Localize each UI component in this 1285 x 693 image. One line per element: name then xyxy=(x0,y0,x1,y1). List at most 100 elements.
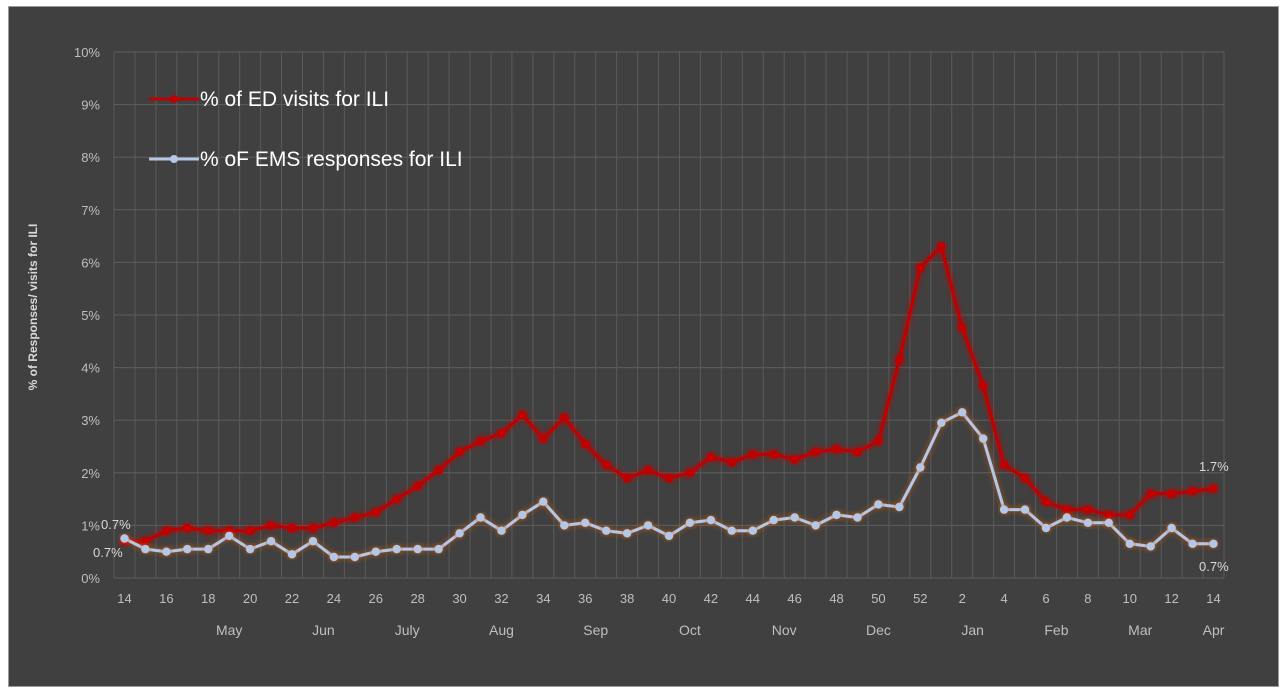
x-tick-label: 16 xyxy=(159,591,173,606)
legend-ed-marker xyxy=(170,95,178,103)
x-tick-label: 36 xyxy=(578,591,592,606)
data-point-ed xyxy=(371,508,380,517)
month-label: Apr xyxy=(1203,622,1225,638)
data-point-ems xyxy=(811,521,820,530)
data-point-ed xyxy=(916,263,925,272)
month-label: Dec xyxy=(866,622,891,638)
legend: % of ED visits for ILI % oF EMS response… xyxy=(149,88,463,171)
data-point-ems xyxy=(392,544,401,554)
data-point-ed xyxy=(518,410,527,420)
data-point-ems xyxy=(141,544,150,554)
data-point-ed xyxy=(999,460,1009,470)
series xyxy=(120,242,1218,562)
data-point-ems xyxy=(748,526,757,535)
month-label: Sep xyxy=(583,622,608,638)
data-point-ed xyxy=(581,439,590,449)
data-point-ed xyxy=(434,466,443,475)
ili-line-chart: 0%1%2%3%4%5%6%7%8%9%10%14 16 18 20 22 24 26 28 3… xyxy=(26,45,1229,638)
data-point-ed xyxy=(748,450,757,459)
data-label-ems-last: 0.7% xyxy=(1199,559,1229,574)
data-point-ems xyxy=(643,521,653,530)
data-point-ed xyxy=(727,458,736,467)
x-tick-label: 14 xyxy=(1206,591,1220,606)
series-line-ed xyxy=(124,245,1214,543)
data-point-ed xyxy=(308,523,318,533)
data-point-ed xyxy=(392,494,401,504)
data-point-ed xyxy=(183,523,192,533)
data-point-ed xyxy=(245,526,255,535)
data-point-ed xyxy=(329,518,339,527)
data-point-ed xyxy=(287,523,297,533)
x-tick-label: 10 xyxy=(1123,591,1137,606)
data-point-ems xyxy=(183,544,192,554)
data-point-ems xyxy=(225,531,234,541)
data-point-ems xyxy=(999,505,1009,514)
x-tick-label: 24 xyxy=(327,591,341,606)
data-point-ed xyxy=(1167,489,1176,498)
data-point-ed xyxy=(266,521,276,530)
data-point-ems xyxy=(434,544,443,554)
data-point-ems xyxy=(245,544,255,554)
data-point-ems xyxy=(769,515,778,525)
x-tick-label: 2 xyxy=(959,591,966,606)
data-point-ems xyxy=(204,544,213,554)
data-point-ed xyxy=(560,413,569,422)
x-tick-label: 6 xyxy=(1042,591,1049,606)
data-point-ems xyxy=(937,418,946,427)
x-tick-label: 4 xyxy=(1000,591,1007,606)
data-point-ems xyxy=(832,510,841,520)
x-tick-label: 50 xyxy=(871,591,885,606)
data-point-ems xyxy=(1020,505,1030,514)
y-tick-label: 6% xyxy=(81,255,100,270)
data-point-ed xyxy=(602,460,611,470)
x-tick-label: 18 xyxy=(201,591,215,606)
month-label: Nov xyxy=(772,622,797,638)
data-point-ems xyxy=(895,502,904,512)
data-point-ems xyxy=(266,537,276,546)
data-point-ems xyxy=(706,515,716,525)
data-point-ed xyxy=(685,468,695,477)
data-point-ems xyxy=(1083,518,1093,527)
data-point-ed xyxy=(979,381,988,391)
y-tick-label: 1% xyxy=(81,518,100,533)
y-tick-label: 8% xyxy=(81,150,100,165)
x-tick-label: 52 xyxy=(913,591,927,606)
data-point-ems xyxy=(329,552,339,562)
data-point-ed xyxy=(790,455,799,464)
x-tick-label: 44 xyxy=(746,591,760,606)
month-label: May xyxy=(216,622,242,638)
data-label-ed-first: 0.7% xyxy=(101,517,131,532)
data-point-ems xyxy=(958,408,967,417)
x-tick-label: 42 xyxy=(704,591,718,606)
data-point-ed xyxy=(811,447,820,456)
data-point-ed xyxy=(643,466,653,475)
data-point-ems xyxy=(1125,539,1135,548)
y-tick-label: 3% xyxy=(81,413,100,428)
data-point-ed xyxy=(1020,473,1030,483)
data-point-ems xyxy=(581,518,590,527)
data-point-ed xyxy=(455,447,464,456)
data-point-ems xyxy=(979,434,988,443)
data-point-ems xyxy=(1146,542,1155,551)
data-point-ems xyxy=(371,547,380,556)
x-tick-label: 48 xyxy=(829,591,843,606)
legend-item-ed: % of ED visits for ILI xyxy=(149,88,389,111)
data-label-ems-first: 0.7% xyxy=(93,545,123,560)
y-axis-label: % of Responses/ visits for ILI xyxy=(26,224,40,391)
data-point-ems xyxy=(162,547,171,556)
data-point-ed xyxy=(832,444,841,454)
x-tick-label: 34 xyxy=(536,591,550,606)
x-tick-label: 40 xyxy=(662,591,676,606)
data-label-ed-last: 1.7% xyxy=(1199,459,1229,474)
data-point-ems xyxy=(1041,523,1051,533)
data-point-ems xyxy=(853,513,862,522)
data-point-ems xyxy=(1062,513,1072,522)
data-point-ed xyxy=(350,513,359,522)
data-point-ed xyxy=(958,323,967,333)
data-point-ed xyxy=(874,437,883,446)
data-point-ed xyxy=(1041,497,1051,506)
y-tick-label: 0% xyxy=(81,571,100,586)
data-point-ems xyxy=(790,513,799,522)
x-tick-label: 30 xyxy=(452,591,466,606)
y-tick-label: 10% xyxy=(74,45,100,60)
